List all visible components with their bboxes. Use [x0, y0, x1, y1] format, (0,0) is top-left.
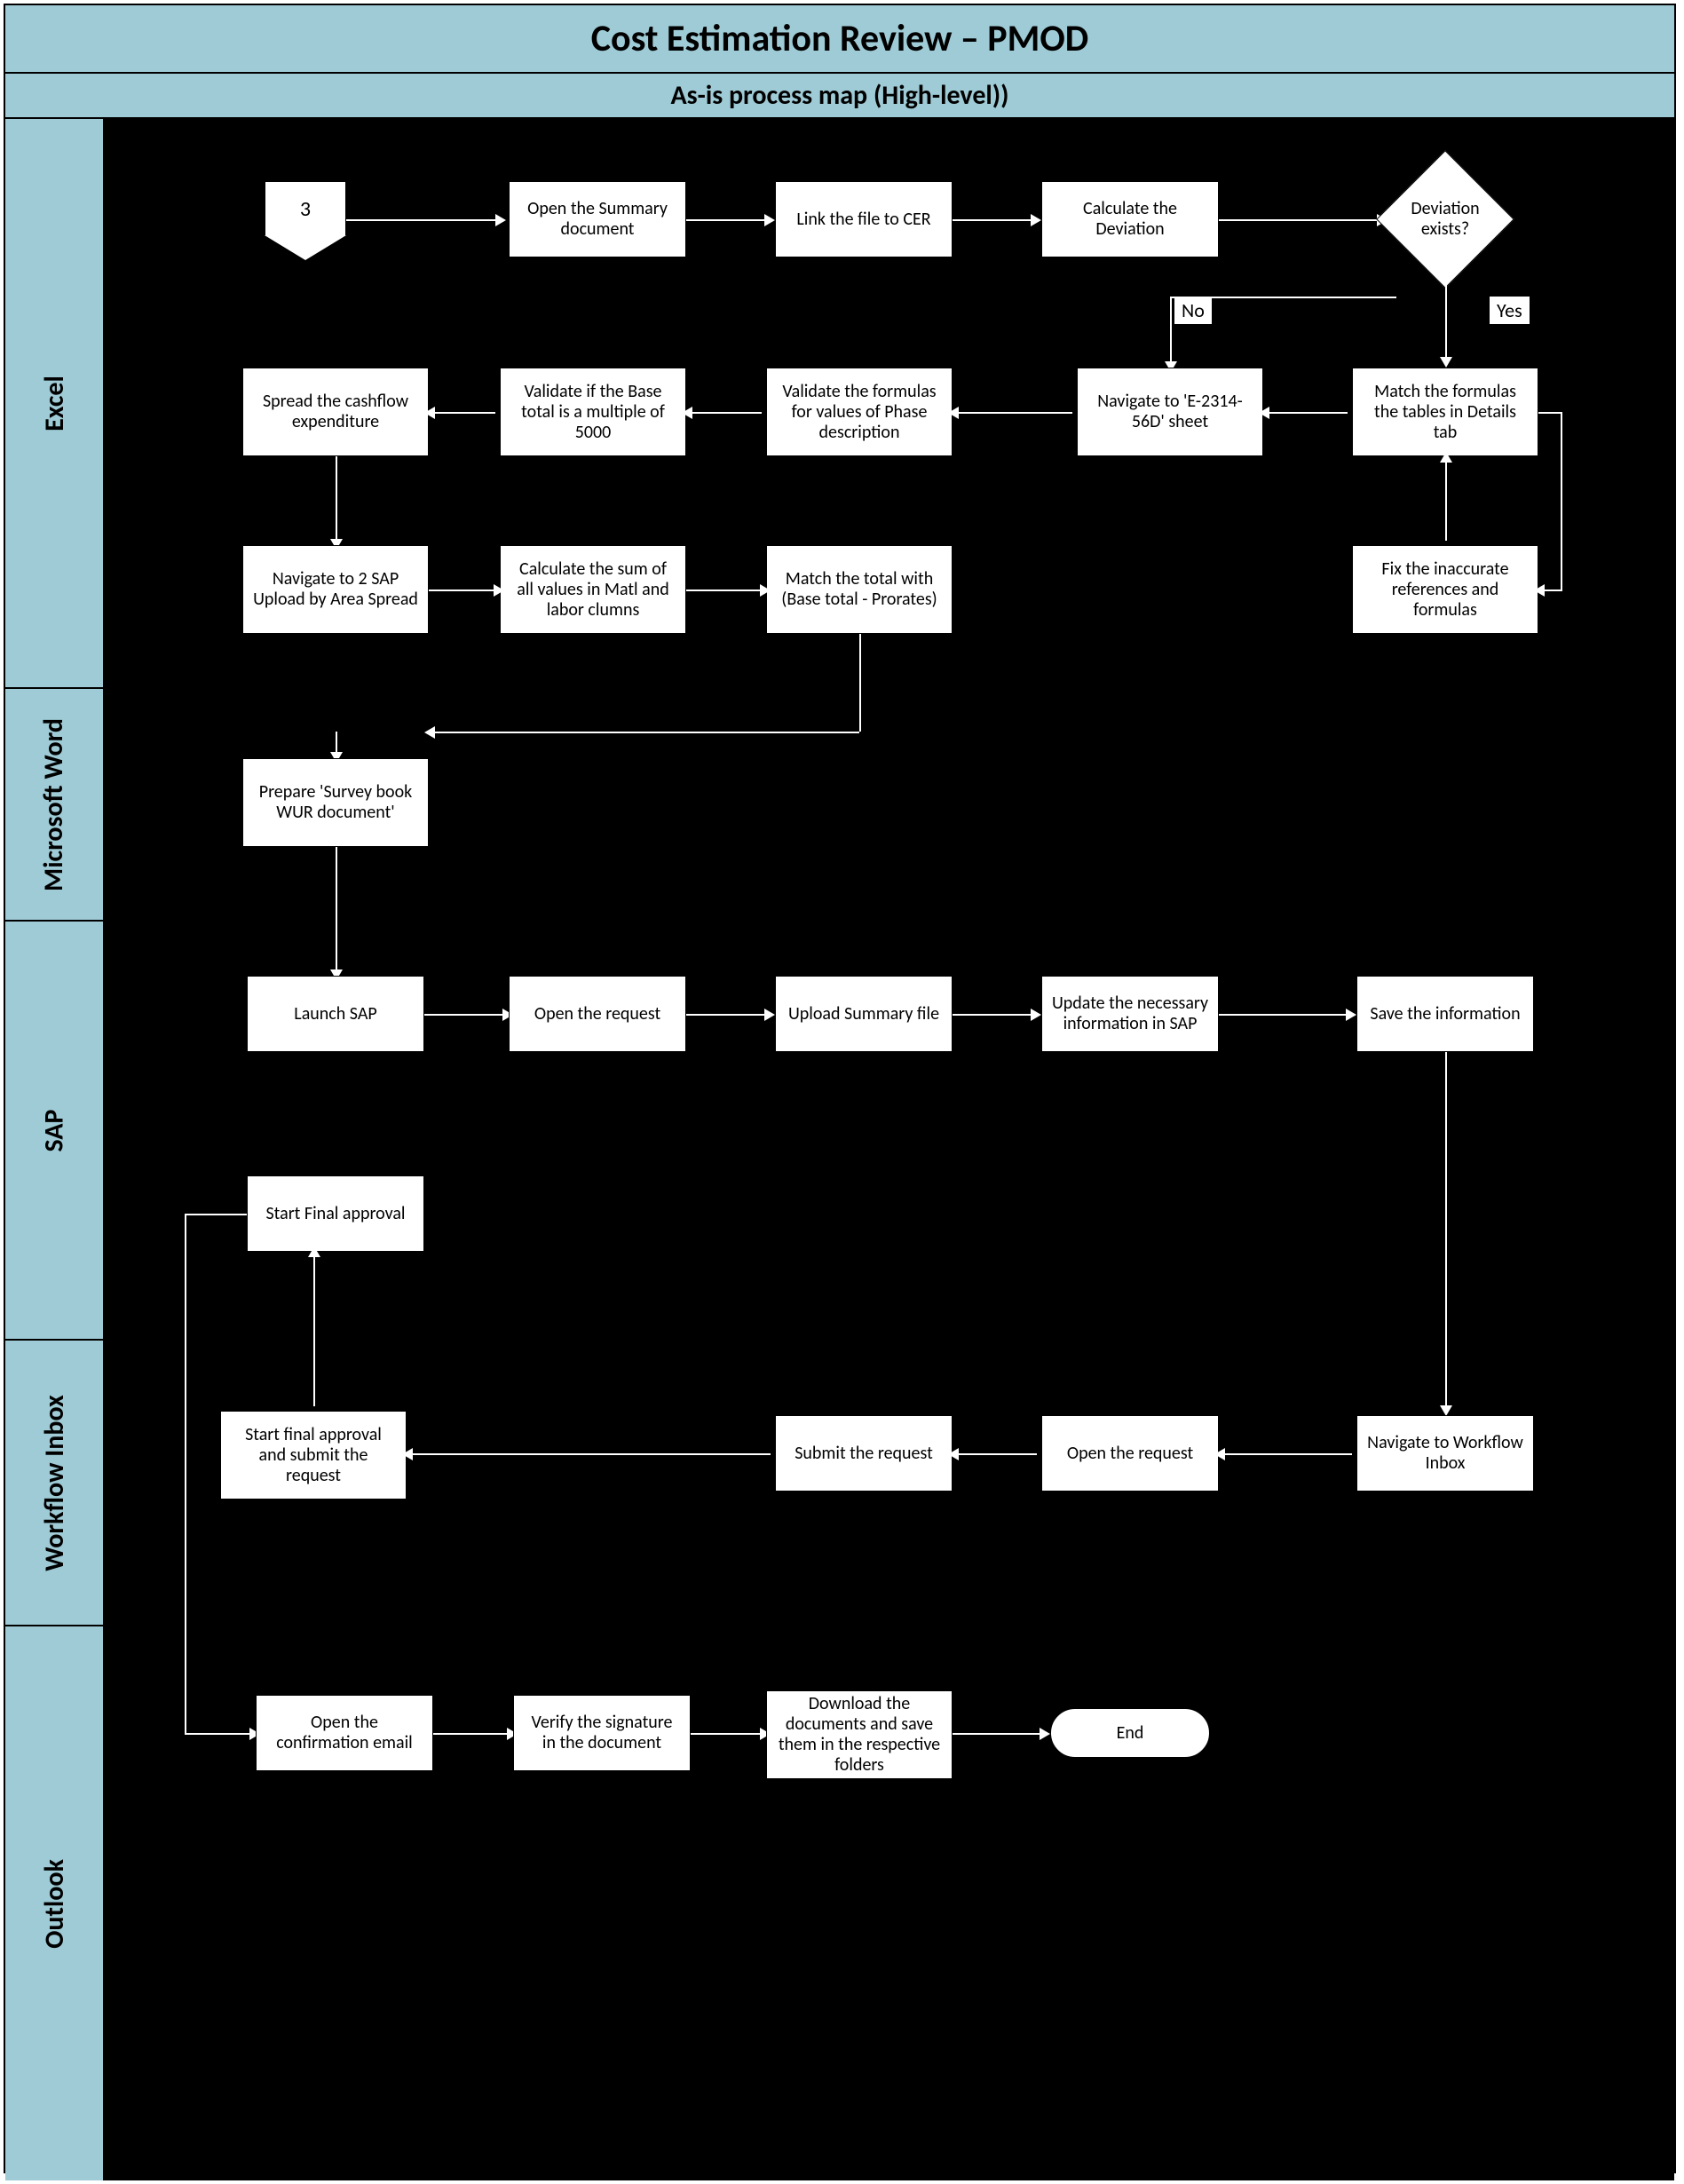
start-final-approval-sap: Start Final approval: [247, 1175, 424, 1252]
arrow: [346, 219, 497, 221]
arrow: [429, 590, 495, 591]
upload-summary: Upload Summary file: [775, 976, 953, 1052]
navigate-sap-upload: Navigate to 2 SAP Upload by Area Spread: [242, 545, 429, 634]
navigate-e2314: Navigate to 'E-2314-56D' sheet: [1077, 368, 1263, 456]
update-sap-info: Update the necessary information in SAP: [1041, 976, 1219, 1052]
arrow: [1170, 297, 1172, 363]
arrow: [957, 1453, 1037, 1455]
lane-sap: SAP: [5, 922, 103, 1341]
arrow: [313, 1255, 315, 1406]
deviation-decision: Deviation exists?: [1376, 150, 1514, 289]
arrow: [1538, 412, 1561, 414]
prepare-survey-book: Prepare 'Survey book WUR document': [242, 758, 429, 847]
lane-excel: Excel: [5, 119, 103, 689]
validate-phase-formulas: Validate the formulas for values of Phas…: [766, 368, 953, 456]
download-save-docs: Download the documents and save them in …: [766, 1690, 953, 1779]
arrow: [185, 1214, 186, 1733]
arrow: [691, 1733, 762, 1735]
lane-column: Excel Microsoft Word SAP Workflow Inbox …: [5, 119, 105, 2180]
arrow: [953, 1733, 1041, 1735]
match-details-tab: Match the formulas the tables in Details…: [1352, 368, 1538, 456]
no-label: No: [1174, 297, 1212, 324]
offpage-connector: 3: [265, 181, 346, 236]
page-title: Cost Estimation Review – PMOD: [5, 5, 1674, 74]
arrow: [433, 732, 859, 733]
arrow: [185, 1733, 251, 1735]
arrow: [686, 590, 762, 591]
end-terminator: End: [1050, 1708, 1210, 1758]
diagram-body: Excel Microsoft Word SAP Workflow Inbox …: [5, 119, 1674, 2180]
arrow: [1445, 1052, 1447, 1407]
arrow: [953, 1014, 1032, 1016]
launch-sap: Launch SAP: [247, 976, 424, 1052]
match-base-prorates: Match the total with (Base total - Prora…: [766, 545, 953, 634]
calc-matl-labor: Calculate the sum of all values in Matl …: [500, 545, 686, 634]
fix-references: Fix the inaccurate references and formul…: [1352, 545, 1538, 634]
arrow: [433, 412, 495, 414]
arrow: [1223, 1453, 1352, 1455]
arrow: [691, 412, 762, 414]
navigate-wf-inbox: Navigate to Workflow Inbox: [1356, 1415, 1534, 1492]
arrow: [1219, 1014, 1348, 1016]
spread-cashflow: Spread the cashflow expenditure: [242, 368, 429, 456]
arrow: [686, 1014, 766, 1016]
arrow: [1219, 219, 1379, 221]
page: Cost Estimation Review – PMOD As-is proc…: [4, 4, 1676, 2173]
open-confirmation-email: Open the confirmation email: [256, 1695, 433, 1771]
arrow: [686, 219, 766, 221]
arrow: [1445, 461, 1447, 541]
arrow: [859, 634, 861, 732]
validate-base-5000: Validate if the Base total is a multiple…: [500, 368, 686, 456]
link-file-cer: Link the file to CER: [775, 181, 953, 257]
arrow: [1561, 412, 1562, 590]
page-subtitle: As-is process map (High-level)): [5, 74, 1674, 119]
submit-request-wf: Submit the request: [775, 1415, 953, 1492]
open-request-wf: Open the request: [1041, 1415, 1219, 1492]
arrow: [957, 412, 1072, 414]
arrow: [433, 1733, 509, 1735]
arrow: [1445, 270, 1447, 359]
save-information: Save the information: [1356, 976, 1534, 1052]
calc-deviation: Calculate the Deviation: [1041, 181, 1219, 257]
canvas: 3 Open the Summary document Link the fil…: [105, 119, 1674, 2180]
lane-outlook: Outlook: [5, 1626, 103, 2180]
lane-workflow: Workflow Inbox: [5, 1341, 103, 1626]
arrow: [411, 1453, 771, 1455]
yes-label: Yes: [1490, 297, 1530, 324]
start-final-submit: Start final approval and submit the requ…: [220, 1411, 407, 1500]
verify-signature: Verify the signature in the document: [513, 1695, 691, 1771]
arrow: [424, 1014, 504, 1016]
arrow: [336, 732, 337, 754]
arrow: [185, 1214, 247, 1215]
open-summary: Open the Summary document: [509, 181, 686, 257]
lane-word: Microsoft Word: [5, 689, 103, 922]
open-request-sap: Open the request: [509, 976, 686, 1052]
arrow: [336, 456, 337, 541]
arrow: [953, 219, 1032, 221]
arrow: [336, 847, 337, 971]
arrow: [1543, 590, 1562, 591]
arrow: [1268, 412, 1348, 414]
